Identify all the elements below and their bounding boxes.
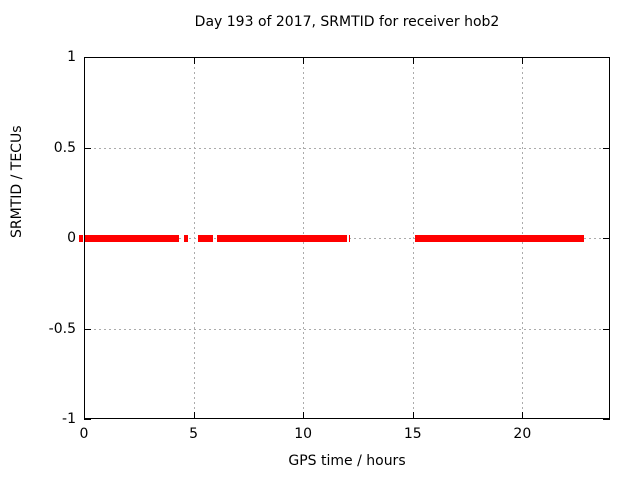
y-tick-left — [84, 419, 91, 420]
x-tick-top — [412, 57, 414, 64]
y-tick-left — [84, 147, 91, 149]
data-segment — [84, 234, 180, 242]
y-tick-left — [84, 57, 91, 58]
x-tick-top — [522, 57, 524, 64]
data-segment — [216, 234, 347, 242]
plot-area — [79, 57, 610, 420]
x-tick-bottom — [84, 412, 85, 419]
y-tick-label: -0.5 — [48, 320, 76, 337]
x-tick-bottom — [303, 412, 305, 419]
x-axis-label: GPS time / hours — [288, 453, 406, 469]
x-tick-bottom — [193, 412, 195, 419]
x-tick-top — [193, 57, 195, 64]
y-tick-right — [603, 57, 610, 58]
x-tick-top — [303, 57, 305, 64]
data-segment — [197, 234, 214, 242]
x-tick-label: 15 — [403, 426, 422, 442]
chart-title: Day 193 of 2017, SRMTID for receiver hob… — [194, 14, 500, 30]
x-tick-label: 5 — [189, 426, 199, 442]
y-tick-right — [603, 328, 610, 330]
y-gridline — [84, 328, 610, 330]
x-tick-bottom — [522, 412, 524, 419]
data-segment — [348, 234, 351, 242]
x-tick-top — [84, 57, 85, 64]
y-tick-label: 0 — [67, 230, 76, 246]
x-tick-label: 10 — [294, 426, 313, 442]
x-tick-bottom — [412, 412, 414, 419]
x-tick-label: 0 — [79, 426, 89, 442]
y-tick-left — [84, 328, 91, 330]
data-segment-overhang — [79, 234, 83, 242]
x-tick-label: 20 — [513, 426, 532, 442]
y-gridline — [84, 238, 610, 239]
y-tick-label: 1 — [67, 49, 76, 65]
y-gridline — [84, 147, 610, 149]
data-segment — [414, 234, 584, 242]
y-tick-right — [603, 147, 610, 149]
data-segment — [183, 234, 189, 242]
y-tick-label: 0.5 — [53, 139, 76, 156]
y-tick-label: -1 — [62, 411, 76, 427]
y-tick-right — [603, 238, 610, 239]
y-tick-right — [603, 419, 610, 420]
